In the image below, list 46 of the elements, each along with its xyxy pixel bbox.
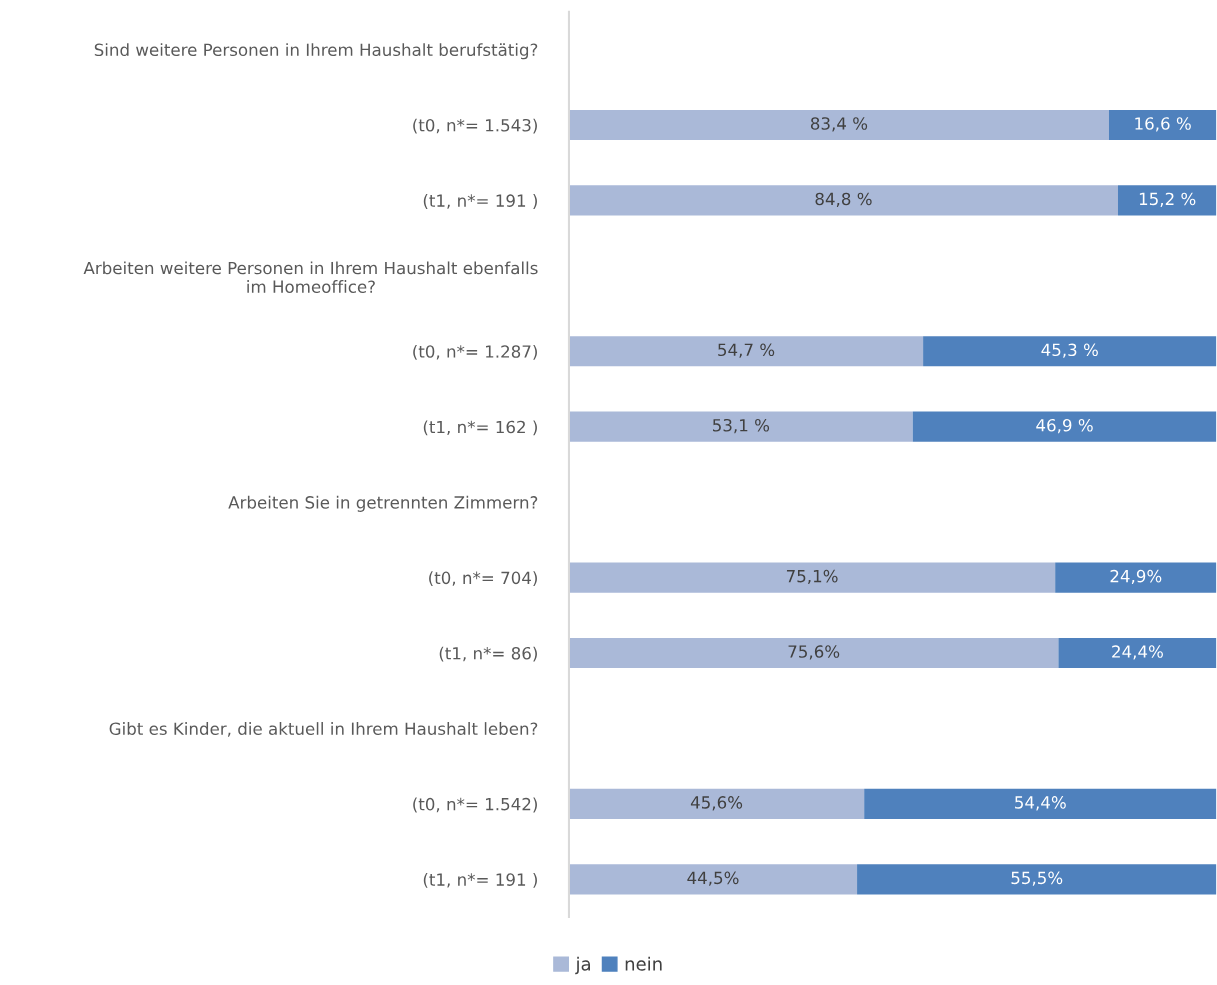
- bar: [568, 185, 1118, 216]
- y-tick-label: Arbeiten weitere Personen in Ihrem Haushalt ebenfalls im Homeoffice?: [83, 261, 538, 294]
- bar: [1108, 109, 1217, 141]
- data-label: 75,6%: [788, 645, 840, 660]
- bar: [1055, 562, 1217, 593]
- data-label: 24,9%: [1110, 569, 1162, 585]
- data-label: 44,5%: [687, 871, 739, 886]
- data-label: 15,2 %: [1139, 192, 1196, 207]
- data-label: 83,4 %: [810, 117, 868, 132]
- bar: [568, 109, 1109, 141]
- y-tick-label: Gibt es Kinder, die aktuell in Ihrem Haushalt leben?: [109, 722, 538, 737]
- bar: [568, 336, 924, 367]
- bar: [568, 562, 1056, 593]
- y-tick-label: Arbeiten Sie in getrennten Zimmern?: [228, 495, 538, 512]
- y-tick-label: (t0, n*= 704): [429, 571, 537, 587]
- bar: [864, 788, 1217, 819]
- y-tick-label: (t1, n*= 191 ): [423, 194, 537, 209]
- y-tick-label: (t1, n*= 86): [439, 646, 537, 662]
- data-label: 55,5%: [1011, 871, 1063, 886]
- bar: [1117, 185, 1217, 216]
- data-label: 54,4%: [1015, 796, 1066, 811]
- legend-label: ja: [575, 956, 590, 975]
- y-tick-label: (t0, n*= 1.543): [413, 118, 537, 134]
- bar: [568, 788, 865, 819]
- bar: [568, 637, 1059, 669]
- data-label: 84,8 %: [815, 192, 872, 207]
- legend-label: nein: [625, 956, 662, 971]
- data-label: 53,1 %: [713, 418, 770, 434]
- bar: [568, 411, 913, 442]
- y-tick-label: (t1, n*= 162 ): [423, 420, 537, 436]
- data-label: 16,6 %: [1135, 117, 1191, 132]
- y-tick-label: Sind weitere Personen in Ihrem Haushalt berufstätig?: [94, 43, 538, 60]
- bar: [568, 864, 858, 895]
- y-tick-label: (t0, n*= 1.542): [413, 797, 537, 813]
- data-label: 54,7 %: [718, 343, 775, 358]
- y-tick-label: (t1, n*= 191 ): [423, 873, 537, 888]
- bar: [857, 864, 1217, 895]
- bar: [1058, 637, 1217, 669]
- data-label: 45,6%: [690, 796, 743, 811]
- bar: [923, 336, 1217, 367]
- y-tick-label: (t0, n*= 1.287): [413, 344, 537, 360]
- bar: [912, 411, 1217, 442]
- data-label: 45,3 %: [1041, 343, 1098, 358]
- data-label: 75,1%: [786, 569, 838, 585]
- data-label: 46,9 %: [1036, 418, 1093, 434]
- data-label: 24,4%: [1112, 645, 1163, 660]
